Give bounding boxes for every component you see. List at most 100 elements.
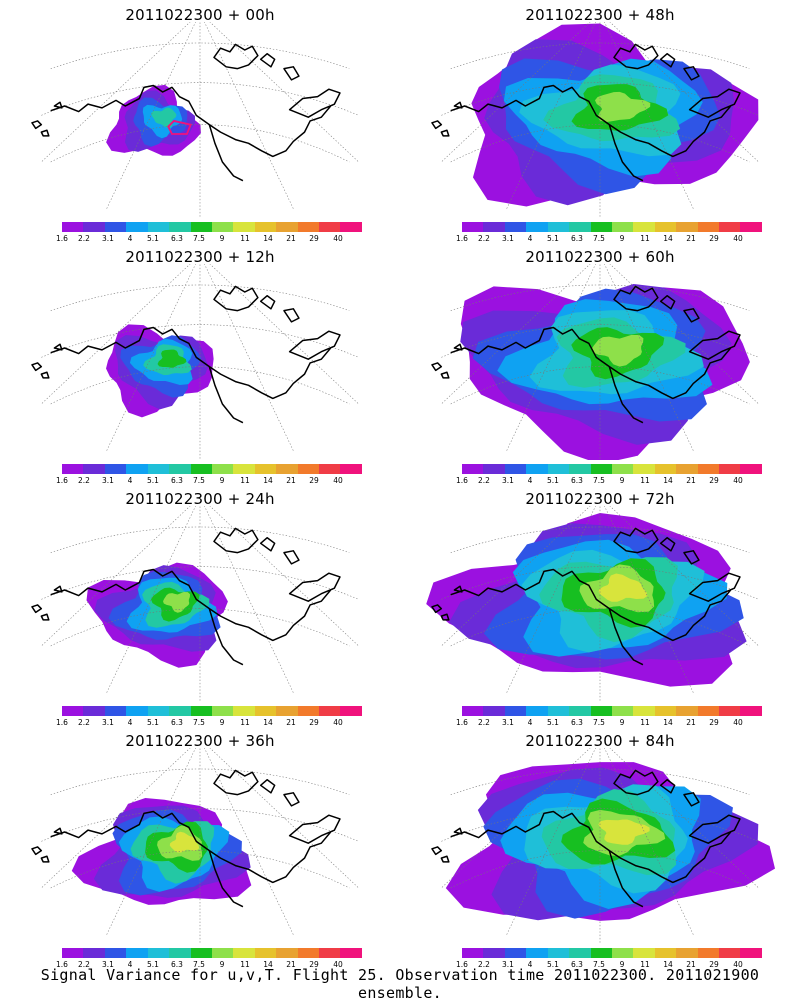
panel-title: 2011022300 + 00h — [125, 6, 275, 24]
colorbar-label: 14 — [263, 234, 273, 243]
colorbar-swatch — [104, 706, 127, 716]
colorbar-label: 6.3 — [571, 718, 583, 727]
colorbar-swatch — [654, 706, 677, 716]
colorbar-label: 21 — [286, 718, 296, 727]
coastline — [688, 88, 741, 118]
coastline — [450, 84, 732, 158]
colorbar-swatch — [340, 706, 362, 716]
coastline — [31, 362, 43, 372]
grid-line — [441, 324, 759, 358]
coastline — [213, 285, 259, 312]
colorbar-swatch — [719, 222, 741, 232]
colorbar-label: 9 — [619, 960, 625, 969]
colorbar-swatch — [504, 706, 527, 716]
colorbar-label: 6.3 — [571, 960, 583, 969]
colorbar-swatch — [526, 706, 548, 716]
grid-line — [450, 526, 750, 553]
grid-line — [441, 566, 759, 600]
coastline — [608, 850, 644, 908]
grid-line — [450, 284, 750, 311]
coastlines — [31, 527, 341, 666]
colorbar-swatch — [462, 706, 484, 716]
colorbar-swatch — [319, 464, 341, 474]
colorbar-swatch — [654, 464, 677, 474]
colorbar-swatch — [211, 464, 234, 474]
colorbar-labels: 1.6 2.2 3.1 4 5.1 6.3 7.5 9 11 14 21 29 40 — [400, 718, 800, 728]
colorbar-label: 3.1 — [502, 234, 514, 243]
colorbar-label: 14 — [663, 234, 673, 243]
colorbar-label: 14 — [663, 960, 673, 969]
colorbar-swatch — [547, 464, 570, 474]
colorbar-swatch — [590, 948, 612, 958]
colorbar-swatch — [590, 464, 612, 474]
colorbar-label: 11 — [640, 718, 650, 727]
colorbar-swatch — [526, 948, 548, 958]
colorbar-swatch — [297, 948, 320, 958]
colorbar-label: 21 — [286, 960, 296, 969]
colorbar-swatch — [590, 222, 612, 232]
colorbar-label: 21 — [286, 234, 296, 243]
colorbar-swatch — [719, 706, 741, 716]
panel-title: 2011022300 + 48h — [525, 6, 675, 24]
colorbar-swatch — [62, 948, 84, 958]
colorbar-swatch — [190, 706, 212, 716]
colorbar-swatch — [211, 222, 234, 232]
colorbar-swatch — [254, 222, 277, 232]
grid-line — [441, 264, 591, 405]
colorbar-swatch — [319, 222, 341, 232]
map-panel: 2011022300 + 36h 1.6 2.2 3.1 4 5.1 6.3 7.5 9 11 14… — [0, 726, 400, 971]
coastline — [259, 52, 276, 68]
grid-line — [50, 284, 350, 311]
colorbar-label: 6.3 — [171, 718, 183, 727]
colorbar-label: 4 — [127, 234, 133, 243]
coastline — [659, 536, 676, 552]
colorbar-label: 29 — [709, 960, 719, 969]
colorbar-swatch — [276, 464, 298, 474]
colorbar-swatch — [483, 222, 505, 232]
colorbar-label: 4 — [127, 960, 133, 969]
colorbar-swatch — [611, 464, 634, 474]
coastline — [453, 585, 463, 593]
colorbar-label: 21 — [686, 234, 696, 243]
colorbar-swatch — [654, 948, 677, 958]
coastline — [40, 129, 50, 137]
colorbar-swatch — [676, 706, 698, 716]
grid-line — [50, 42, 350, 69]
coastline — [31, 604, 43, 614]
colorbar-label: 14 — [663, 476, 673, 485]
colorbar-swatch — [62, 222, 84, 232]
lat-lon-grid — [441, 506, 759, 702]
panel-title: 2011022300 + 12h — [125, 248, 275, 266]
colorbar-swatch — [504, 464, 527, 474]
coastlines — [31, 285, 341, 424]
colorbar-label: 11 — [240, 960, 250, 969]
grid-line — [106, 22, 196, 209]
colorbar-swatch — [504, 222, 527, 232]
grid-line — [204, 506, 294, 693]
grid-line — [106, 748, 196, 935]
colorbar-swatch — [740, 222, 762, 232]
coastline — [53, 343, 63, 351]
map-panel: 2011022300 + 72h 1.6 2.2 3.1 4 5.1 6.3 7.5 9 11 14… — [400, 484, 800, 729]
panel-title: 2011022300 + 84h — [525, 732, 675, 750]
colorbar-swatch — [126, 706, 148, 716]
coastline — [683, 792, 700, 807]
colorbar-swatch — [462, 464, 484, 474]
variance-contour — [598, 573, 648, 602]
coastlines — [431, 527, 741, 666]
colorbar — [62, 222, 362, 232]
colorbar-swatch — [654, 222, 677, 232]
flight-track — [167, 119, 192, 135]
colorbar-swatch — [169, 464, 191, 474]
grid-line — [441, 748, 591, 889]
colorbar-swatch — [340, 948, 362, 958]
grid-line — [106, 264, 196, 451]
coastline — [453, 343, 463, 351]
coastline — [213, 769, 259, 796]
colorbar-label: 1.6 — [456, 960, 468, 969]
colorbar-label: 6.3 — [571, 476, 583, 485]
colorbar-label: 7.5 — [193, 234, 205, 243]
grid-line — [450, 366, 750, 405]
colorbar-label: 4 — [527, 476, 533, 485]
colorbar-swatch — [569, 464, 591, 474]
